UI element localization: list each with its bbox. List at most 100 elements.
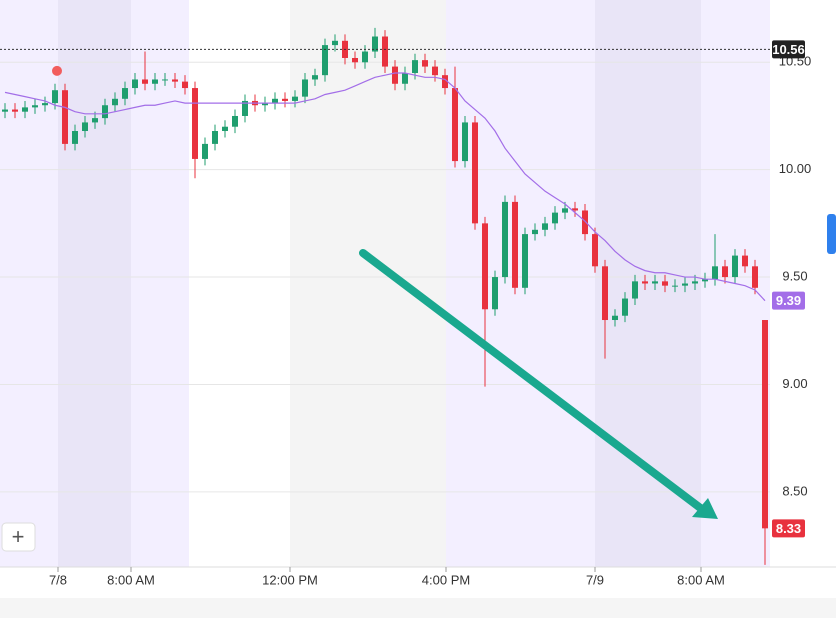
zoom-button[interactable] xyxy=(1,522,36,552)
candle-body xyxy=(482,223,488,310)
price-tag xyxy=(772,40,805,59)
candle-body xyxy=(382,36,388,67)
candle-body xyxy=(202,143,208,159)
price-tag xyxy=(772,519,805,538)
candle-body xyxy=(362,51,368,63)
y-tick-label: 10.00 xyxy=(779,161,812,176)
candle-body xyxy=(552,212,558,224)
candle-body xyxy=(452,88,458,162)
candle-body xyxy=(522,234,528,288)
price-tag-label: 8.33 xyxy=(776,521,801,536)
candle-body xyxy=(92,118,98,123)
candle-body xyxy=(212,131,218,144)
x-tick-label: 4:00 PM xyxy=(422,572,470,587)
candle-body xyxy=(622,298,628,316)
candle-body xyxy=(402,73,408,84)
event-marker xyxy=(52,65,62,76)
candle-body xyxy=(102,105,108,119)
candle-body xyxy=(572,208,578,211)
candle-body xyxy=(662,281,668,286)
candle-body xyxy=(612,315,618,321)
candle-body xyxy=(242,100,248,116)
candle-body xyxy=(602,266,608,321)
overnight-band xyxy=(58,0,131,567)
candle-body xyxy=(82,122,88,132)
price-tag xyxy=(772,291,805,310)
candle-body xyxy=(42,103,48,106)
candle-body xyxy=(532,229,538,235)
candle-body xyxy=(232,115,238,127)
candle-body xyxy=(62,90,68,144)
candle-body xyxy=(262,103,268,106)
candle-body xyxy=(502,201,508,278)
candle-body xyxy=(542,223,548,230)
candle-body xyxy=(642,281,648,284)
candle-body xyxy=(692,281,698,284)
candle-body xyxy=(112,98,118,106)
candle-body xyxy=(32,105,38,108)
y-tick-label: 8.50 xyxy=(782,483,807,498)
candle-body xyxy=(652,281,658,284)
candle-body xyxy=(122,88,128,99)
candle-body xyxy=(392,66,398,84)
candle-body xyxy=(682,283,688,286)
side-tab[interactable] xyxy=(827,214,836,254)
price-tag-label: 10.56 xyxy=(772,42,805,57)
candle-body xyxy=(732,255,738,278)
candle-body xyxy=(632,281,638,299)
candle-body xyxy=(412,60,418,74)
moving-average xyxy=(4,72,766,302)
price-tag-label: 9.39 xyxy=(776,293,801,308)
candle-body xyxy=(132,79,138,89)
candle-body xyxy=(332,40,338,46)
x-tick-label: 12:00 PM xyxy=(262,572,318,587)
candle-body xyxy=(492,277,498,310)
candle-body xyxy=(222,126,228,132)
trend-arrow-head xyxy=(692,498,718,519)
candle-body xyxy=(52,90,58,104)
trend-arrow xyxy=(359,249,707,514)
candle-body xyxy=(22,107,28,112)
candle-body xyxy=(142,79,148,84)
candle-body xyxy=(312,75,318,80)
candle-body xyxy=(292,96,298,101)
candle-body xyxy=(422,60,428,67)
candle-body xyxy=(2,109,8,112)
y-tick-label: 9.00 xyxy=(782,376,807,391)
y-tick-label: 9.50 xyxy=(782,268,807,283)
candle-body xyxy=(182,81,188,89)
candle-body xyxy=(432,66,438,76)
candle-body xyxy=(762,320,768,529)
candle-body xyxy=(152,79,158,84)
candle-body xyxy=(442,75,448,89)
candle-body xyxy=(302,79,308,97)
candle-body xyxy=(322,45,328,76)
regular-session-band xyxy=(290,0,446,567)
candle-body xyxy=(702,279,708,282)
x-tick-label: 7/8 xyxy=(49,572,67,587)
candle-body xyxy=(272,98,278,104)
candle-body xyxy=(372,36,378,52)
candle-body xyxy=(162,79,168,81)
candle-body xyxy=(192,88,198,159)
candle-body xyxy=(712,266,718,280)
candle-body xyxy=(582,210,588,235)
zoom-button-label[interactable]: + xyxy=(12,524,25,549)
candle-body xyxy=(462,122,468,162)
candle-body xyxy=(742,255,748,267)
candle-body xyxy=(282,98,288,101)
footer xyxy=(0,598,836,618)
candle-body xyxy=(592,234,598,267)
candle-body xyxy=(722,266,728,278)
candle-body xyxy=(172,79,178,82)
candle-body xyxy=(512,201,518,288)
x-tick-label: 8:00 AM xyxy=(107,572,155,587)
candle-body xyxy=(472,122,478,224)
x-tick-label: 8:00 AM xyxy=(677,572,725,587)
candle-body xyxy=(752,266,758,288)
x-tick-label: 7/9 xyxy=(586,572,604,587)
candle-body xyxy=(672,285,678,287)
candle-body xyxy=(72,131,78,144)
